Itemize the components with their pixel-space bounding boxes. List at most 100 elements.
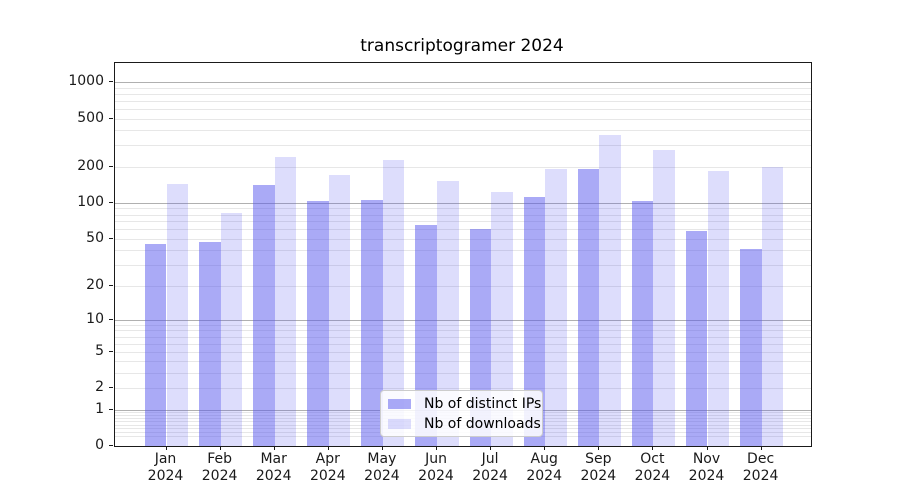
bar-downloads-mar [274,157,297,446]
gridline-minor [115,145,811,147]
y-tick-mark [109,284,113,286]
y-tick-label: 50 [86,229,104,246]
legend: Nb of distinct IPs Nb of downloads [380,390,543,437]
bar-ips-sep [577,168,600,446]
bar-ips-oct [631,200,654,446]
y-tick-label: 5 [95,342,104,359]
x-tick-label: Jun 2024 [418,451,454,484]
gridline-minor [115,361,811,363]
x-tick-mark [273,446,275,450]
gridline-minor [115,93,811,95]
bar-downloads-jul [491,191,513,446]
gridline-minor [115,388,811,390]
gridline-minor [115,265,811,267]
bar-ips-jan [144,244,167,446]
gridline-minor [115,100,811,102]
gridline-minor [115,166,811,168]
bar-ips-feb [199,242,221,446]
x-tick-mark [652,446,654,450]
y-tick-label: 10 [86,310,104,327]
y-tick-label: 100 [77,193,104,210]
gridline-minor [115,343,811,345]
gridline-minor [115,108,811,110]
bar-downloads-dec [761,167,784,446]
y-tick-mark [109,81,113,82]
x-tick-mark [706,446,708,450]
gridline-major [115,82,811,83]
bar-downloads-jan [166,183,189,446]
x-tick-label: Jul 2024 [472,451,508,484]
gridline-minor [115,238,811,240]
gridline-minor [115,330,811,332]
y-tick-mark [109,165,113,167]
legend-item-distinct-ips: Nb of distinct IPs [381,395,542,412]
y-tick-label: 1 [95,400,104,417]
gridline-minor [115,221,811,223]
gridline-minor [115,336,811,338]
bar-downloads-sep [599,135,621,446]
y-tick-mark [109,408,113,410]
bar-downloads-may [382,160,405,446]
bar-downloads-jun [437,180,459,446]
legend-swatch-distinct-ips [388,398,411,409]
legend-swatch-downloads [388,418,411,429]
y-tick-mark [109,237,113,239]
x-tick-label: Jan 2024 [147,451,184,484]
gridline-minor [115,250,811,252]
y-tick-label: 500 [77,109,104,126]
y-tick-mark [109,350,113,352]
legend-label-downloads: Nb of downloads [424,415,541,432]
bar-downloads-aug [545,169,567,446]
x-tick-mark [598,446,600,450]
bar-downloads-oct [653,149,675,446]
bar-downloads-apr [328,174,351,446]
gridline-minor [115,87,811,89]
x-tick-label: Mar 2024 [255,451,292,484]
x-tick-mark [327,446,329,450]
gridline-minor [115,130,811,132]
gridline-minor [115,118,811,120]
bar-downloads-nov [707,171,730,446]
y-tick-label: 200 [77,157,104,174]
gridline-minor [115,373,811,374]
x-tick-mark [760,446,762,450]
x-tick-label: May 2024 [364,451,400,484]
x-tick-mark [544,446,546,450]
gridline-minor [115,324,811,326]
plot-area [114,62,812,447]
y-tick-label: 20 [86,276,104,293]
gridline-minor [115,214,811,216]
gridline-minor [115,285,811,287]
y-tick-mark [109,387,113,389]
bar-ips-mar [253,185,275,446]
bar-ips-dec [740,249,762,446]
gridline-minor [115,229,811,231]
x-tick-label: Oct 2024 [634,451,671,484]
bar-ips-aug [523,197,546,446]
bar-downloads-feb [220,213,243,446]
gridline-minor [115,208,811,210]
y-tick-mark [109,445,113,446]
bar-ips-may [361,199,383,446]
y-tick-mark [109,318,113,320]
bar-ips-nov [685,231,708,446]
x-tick-label: Aug 2024 [526,451,562,484]
gridline-major [115,319,811,321]
x-tick-mark [219,446,221,450]
x-tick-label: Apr 2024 [309,451,346,484]
gridline-major [115,202,811,204]
x-tick-mark [381,446,383,450]
gridline-minor [115,351,811,353]
y-tick-label: 0 [95,437,104,453]
y-tick-label: 2 [95,379,104,396]
y-tick-mark [109,201,113,203]
chart-title: transcriptogramer 2024 [360,36,564,56]
x-tick-label: Sep 2024 [580,451,617,484]
legend-label-distinct-ips: Nb of distinct IPs [424,395,542,412]
y-tick-mark [109,117,113,119]
x-tick-label: Nov 2024 [688,451,725,484]
legend-item-downloads: Nb of downloads [381,415,542,432]
x-tick-mark [165,446,167,450]
x-tick-mark [436,446,437,450]
